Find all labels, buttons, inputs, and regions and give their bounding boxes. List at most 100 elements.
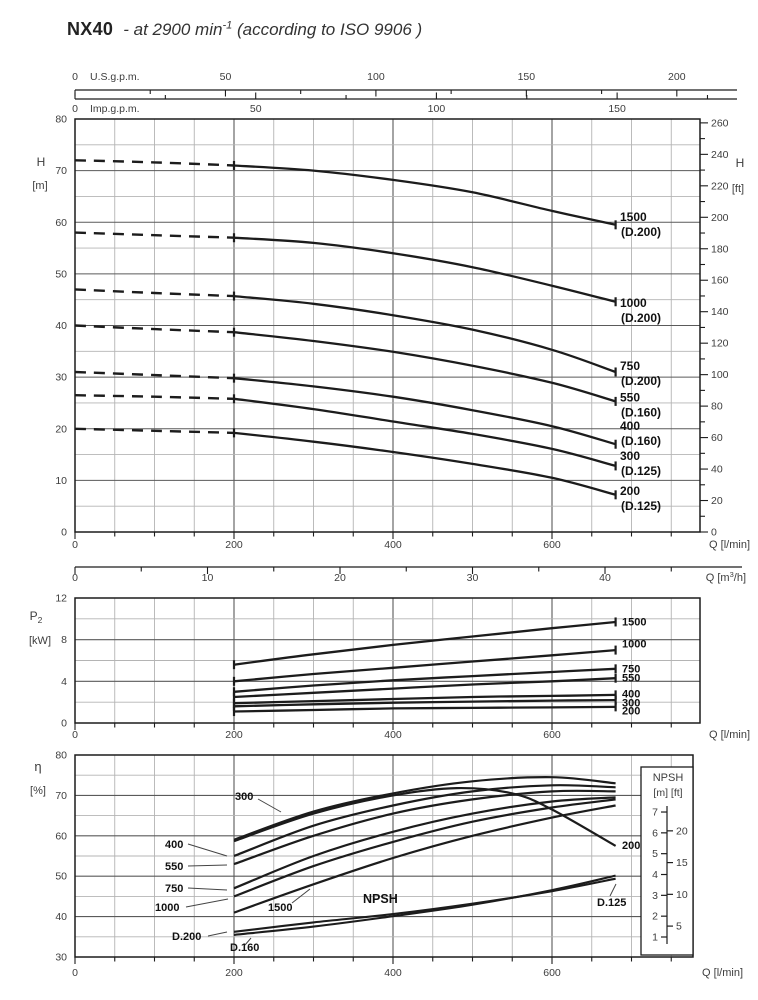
- y-tick-label: 4: [61, 676, 67, 688]
- x-tick-label: 400: [384, 539, 402, 551]
- head-curve-1500-dashed: [74, 159, 235, 167]
- head-curve-200: [233, 431, 616, 496]
- us-gpm-tick-label: 200: [668, 71, 686, 83]
- annotation-300: 300: [235, 791, 253, 803]
- head-y2-unit: [ft]: [732, 183, 744, 195]
- ft-tick-label: 120: [711, 338, 729, 350]
- power-curve-label-400: 400: [622, 688, 640, 700]
- power-y-label: P2: [30, 609, 43, 625]
- y-tick-label: 0: [61, 527, 67, 539]
- ft-tick-label: 200: [711, 212, 729, 224]
- power-curve-550: [233, 677, 616, 699]
- head-curve-diameter-300: (D.125): [621, 464, 661, 478]
- npsh-curve-D-200-D-160: [233, 877, 616, 933]
- annotation-D-125: D.125: [597, 897, 626, 909]
- power-curve-label-1000: 1000: [622, 639, 646, 651]
- power-curve-label-550: 550: [622, 673, 640, 685]
- head-curve-200-dashed: [74, 427, 235, 435]
- title-speed-suffix: (according to ISO 9906 ): [232, 20, 423, 39]
- power-curve-750: [233, 667, 616, 693]
- efficiency-y-label: η: [34, 759, 41, 774]
- head-curve-diameter-550: (D.160): [621, 405, 661, 419]
- x-tick-label: 400: [384, 967, 402, 979]
- head-curve-label-1000: 1000: [620, 296, 647, 310]
- page-title: NX40 - at 2900 min-1 (according to ISO 99…: [67, 19, 422, 40]
- y-tick-label: 40: [55, 911, 67, 923]
- us-gpm-tick-label: 150: [518, 71, 536, 83]
- npsh-m-tick: 3: [652, 890, 658, 902]
- us-gpm-tick-label: 100: [367, 71, 385, 83]
- power-curve-label-1500: 1500: [622, 616, 646, 628]
- m3h-tick-label: 20: [334, 572, 346, 584]
- y-tick-label: 10: [55, 475, 67, 487]
- annotation-D-200: D.200: [172, 931, 201, 943]
- head-curve-1000-dashed: [74, 231, 235, 239]
- x-tick-label: 600: [543, 967, 561, 979]
- power-curve-label-200: 200: [622, 705, 640, 717]
- efficiency-curve-1500: [233, 804, 616, 914]
- npsh-m-tick: 5: [652, 848, 658, 860]
- head-curve-label-1500: 1500: [620, 210, 647, 224]
- y-tick-label: 50: [55, 871, 67, 883]
- npsh-scale-box: NPSH [m] [ft] 1 2 3 4 5 6 7 5 10 15 20: [640, 766, 694, 956]
- efficiency-curve-550: [233, 789, 616, 866]
- npsh-box-title: NPSH: [653, 772, 684, 784]
- head-curve-diameter-400: (D.160): [621, 434, 661, 448]
- power-curve-300: [233, 698, 616, 708]
- ft-tick-label: 180: [711, 243, 729, 255]
- power-curve-label-750: 750: [622, 663, 640, 675]
- y-tick-label: 80: [55, 750, 67, 762]
- imp-gpm-tick-label: 50: [250, 103, 262, 115]
- power-curve-label-300: 300: [622, 698, 640, 710]
- x-tick-label: 0: [72, 729, 78, 741]
- annotation-400: 400: [165, 839, 183, 851]
- efficiency-curve-300: [233, 776, 616, 841]
- title-speed-exponent: -1: [222, 19, 233, 32]
- ft-tick-label: 0: [711, 527, 717, 539]
- head-y2-label: H: [736, 156, 745, 170]
- power-curve-200: [233, 705, 616, 713]
- head-curve-550: [233, 331, 616, 403]
- ft-tick-label: 240: [711, 149, 729, 161]
- head-y-label: H: [37, 155, 46, 169]
- npsh-ft-tick: 15: [676, 857, 688, 869]
- head-curve-label-200: 200: [620, 484, 640, 498]
- efficiency-curve-750: [233, 796, 616, 890]
- ft-tick-label: 60: [711, 432, 723, 444]
- y-tick-label: 60: [55, 217, 67, 229]
- annotation-D-160: D.160: [230, 942, 259, 954]
- annotation-200: 200: [622, 840, 640, 852]
- y-tick-label: 20: [55, 423, 67, 435]
- m3h-tick-label: 30: [467, 572, 479, 584]
- efficiency-y-unit: [%]: [30, 785, 46, 797]
- ft-tick-label: 80: [711, 401, 723, 413]
- x-tick-label: 200: [225, 967, 243, 979]
- x-tick-label: 400: [384, 729, 402, 741]
- x-tick-label: 0: [72, 539, 78, 551]
- head-curve-label-400: 400: [620, 419, 640, 433]
- y-tick-label: 70: [55, 790, 67, 802]
- title-speed-text: - at 2900 min-1 (according to ISO 9906 ): [123, 19, 423, 39]
- npsh-m-tick: 4: [652, 869, 658, 881]
- npsh-ft-tick: 5: [676, 921, 682, 933]
- ft-tick-label: 40: [711, 464, 723, 476]
- head-curve-750-dashed: [74, 288, 235, 298]
- y-tick-label: 8: [61, 634, 67, 646]
- pump-model: NX40: [67, 19, 114, 39]
- efficiency-curve-1000: [233, 798, 616, 898]
- imp-gpm-label: Imp.g.p.m.: [90, 103, 140, 115]
- y-tick-label: 12: [55, 593, 67, 605]
- x-tick-label: 600: [543, 729, 561, 741]
- annotation-550: 550: [165, 861, 183, 873]
- x-axis-unit: Q [l/min]: [702, 967, 743, 979]
- ft-tick-label: 140: [711, 306, 729, 318]
- m3h-tick-label: 10: [202, 572, 214, 584]
- imp-gpm-zero: 0: [72, 103, 78, 115]
- us-gpm-label: U.S.g.p.m.: [90, 71, 140, 83]
- us-gpm-zero: 0: [72, 71, 78, 83]
- head-chart: 0 200 400 600 Q [l/min]01020304050607080H[m]…: [32, 71, 750, 584]
- npsh-box-units: [m] [ft]: [653, 787, 682, 799]
- head-curve-diameter-200: (D.125): [621, 499, 661, 513]
- y-tick-label: 40: [55, 320, 67, 332]
- efficiency-chart: 0 200 400 600 Q [l/min] 30 40 50 60 70 80 η [%] NPSH […: [30, 750, 743, 980]
